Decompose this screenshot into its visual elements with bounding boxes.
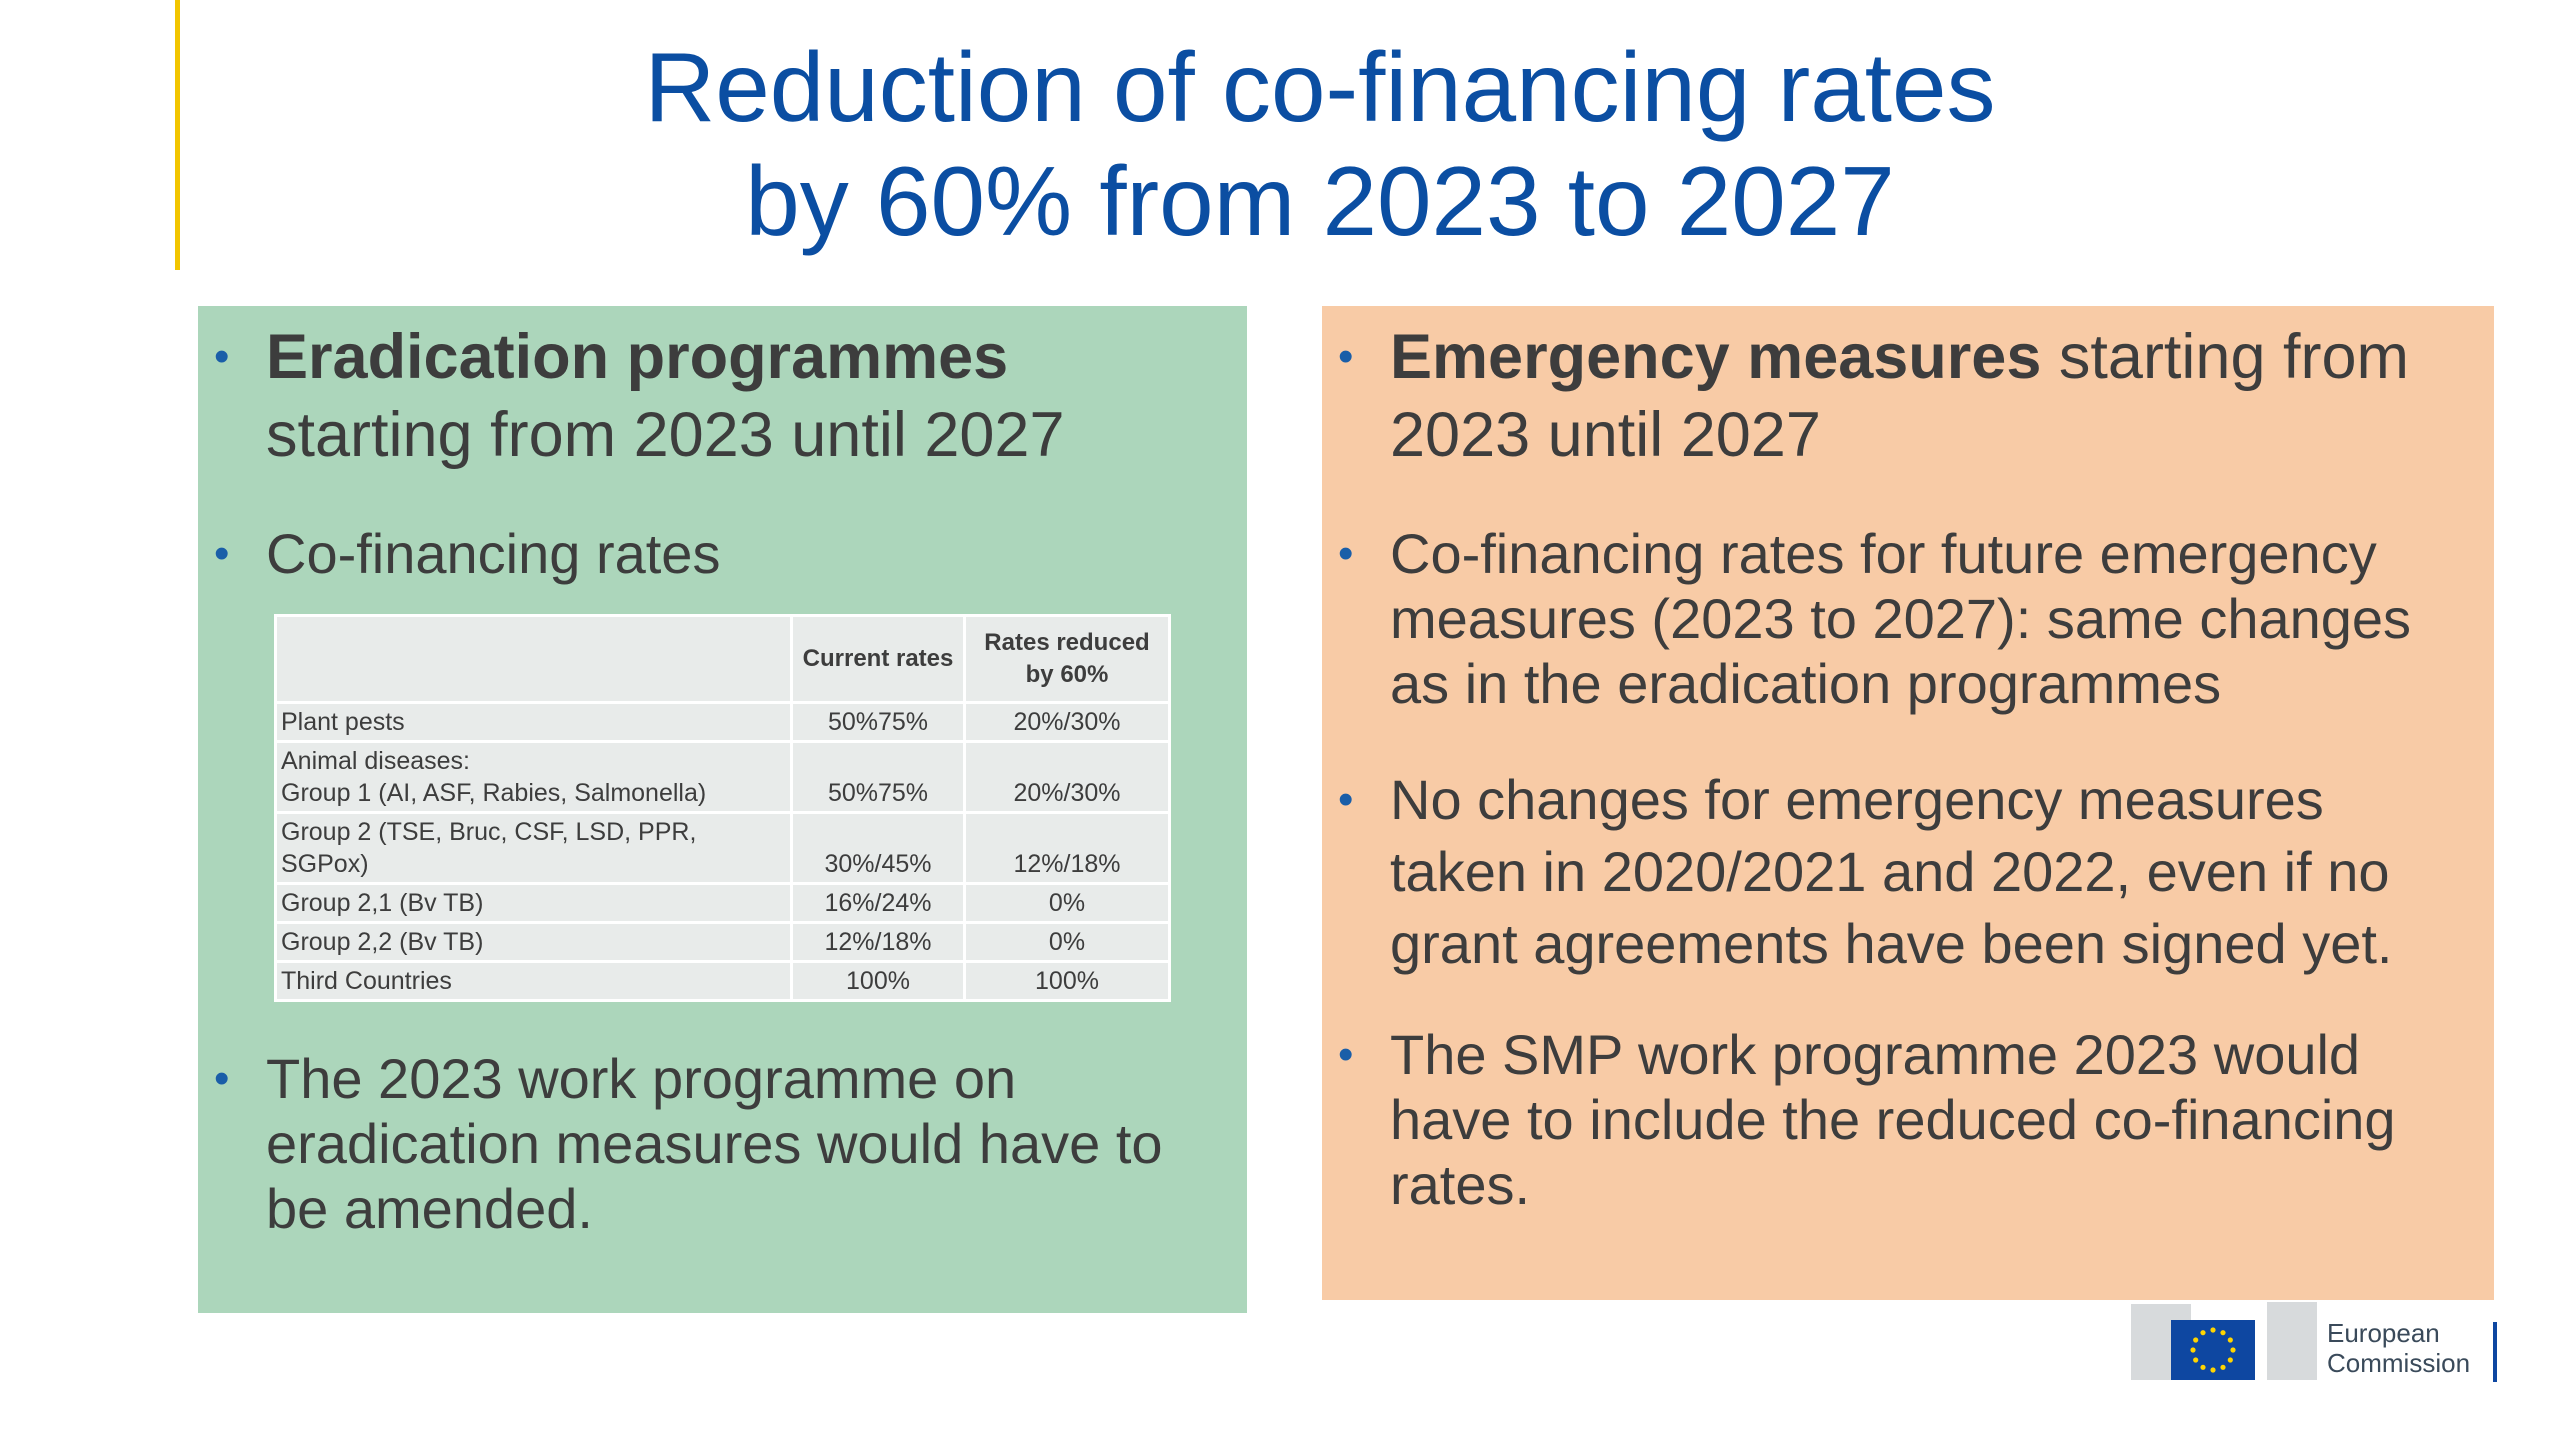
star — [2210, 1327, 2216, 1333]
bullet: Eradication programmes starting from 2023… — [198, 318, 1226, 474]
logo-text: European — [2327, 1318, 2440, 1348]
star — [2220, 1330, 2226, 1336]
bullet: The 2023 work programme on eradication m… — [198, 1046, 1226, 1241]
text: starting from 2023 until 2027 — [1390, 322, 2410, 470]
star — [2193, 1337, 2199, 1343]
flag-stars — [2190, 1327, 2236, 1373]
rate-cell: 30%/45% — [790, 811, 966, 885]
logo-bar — [2493, 1322, 2497, 1382]
table-row: Group 2 (TSE, Bruc, CSF, LSD, PPR, SGPox… — [274, 811, 1171, 885]
logo-text: Commission — [2327, 1348, 2470, 1378]
bullet: Emergency measures starting from 2023 un… — [1322, 318, 2470, 474]
star — [2210, 1367, 2216, 1373]
bullet: The SMP work programme 2023 would have t… — [1322, 1022, 2470, 1217]
table-row: Group 2,1 (Bv TB) 16%/24% 0% — [274, 882, 1171, 924]
text: starting from 2023 until 2027 — [266, 400, 1065, 470]
star — [2227, 1337, 2233, 1343]
right-panel: Emergency measures starting from 2023 un… — [1322, 306, 2494, 1300]
row-label: Third Countries — [274, 960, 793, 1002]
row-label: Animal diseases: Group 1 (AI, ASF, Rabie… — [274, 740, 793, 814]
rate-cell: 12%/18% — [790, 921, 966, 963]
bold-text: Eradication programmes — [266, 322, 1009, 392]
table-row: Third Countries 100% 100% — [274, 960, 1171, 1002]
header-cell: Rates reduced by 60% — [963, 614, 1171, 704]
rate-cell: 100% — [790, 960, 966, 1002]
table-header: Current rates Rates reduced by 60% — [274, 614, 1171, 704]
table-row: Group 2,2 (Bv TB) 12%/18% 0% — [274, 921, 1171, 963]
logo-building — [2267, 1302, 2317, 1380]
row-label: Plant pests — [274, 701, 793, 743]
star — [2190, 1347, 2196, 1353]
rate-cell: 50%75% — [790, 740, 966, 814]
rate-cell: 16%/24% — [790, 882, 966, 924]
bold-text: Emergency measures — [1390, 322, 2042, 392]
header-cell — [274, 614, 793, 704]
row-label: Group 2 (TSE, Bruc, CSF, LSD, PPR, SGPox… — [274, 811, 793, 885]
rate-cell: 50%75% — [790, 701, 966, 743]
rate-cell: 20%/30% — [963, 701, 1171, 743]
rate-cell: 20%/30% — [963, 740, 1171, 814]
rate-cell: 12%/18% — [963, 811, 1171, 885]
rates-table: Current rates Rates reduced by 60% Plant… — [274, 614, 1171, 1002]
slide-title: Reduction of co-financing rates by 60% f… — [200, 30, 2440, 258]
header-cell: Current rates — [790, 614, 966, 704]
bullet: No changes for emergency measures taken … — [1322, 764, 2470, 980]
row-label: Group 2,1 (Bv TB) — [274, 882, 793, 924]
star — [2200, 1364, 2206, 1370]
table-row: Animal diseases: Group 1 (AI, ASF, Rabie… — [274, 740, 1171, 814]
bullet: Co-financing rates — [198, 521, 1226, 586]
star — [2220, 1364, 2226, 1370]
row-label: Group 2,2 (Bv TB) — [274, 921, 793, 963]
star — [2230, 1347, 2236, 1353]
ec-logo: European Commission — [2131, 1302, 2497, 1382]
title-line: by 60% from 2023 to 2027 — [745, 146, 1895, 256]
rate-cell: 0% — [963, 921, 1171, 963]
star — [2200, 1330, 2206, 1336]
star — [2193, 1357, 2199, 1363]
accent-bar — [175, 0, 180, 270]
rate-cell: 0% — [963, 882, 1171, 924]
star — [2227, 1357, 2233, 1363]
rate-cell: 100% — [963, 960, 1171, 1002]
title-line: Reduction of co-financing rates — [644, 32, 1996, 142]
bullet: Co-financing rates for future emergency … — [1322, 521, 2470, 716]
table-row: Plant pests 50%75% 20%/30% — [274, 701, 1171, 743]
